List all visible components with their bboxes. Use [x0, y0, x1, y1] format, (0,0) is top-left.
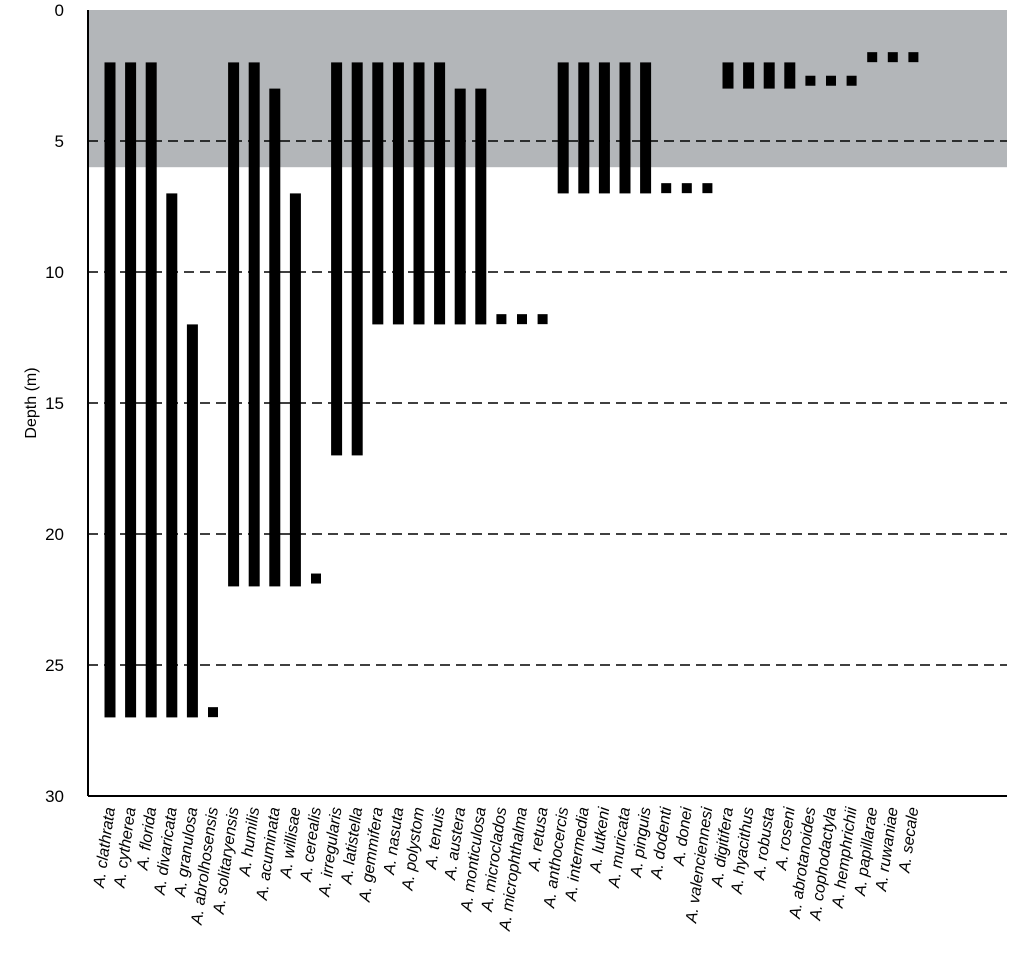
bar-a-latistella [351, 62, 363, 456]
bar-a-hyacithus [743, 62, 755, 89]
bar-a-muricata [619, 62, 631, 194]
point-a-ruwaniae [887, 52, 898, 63]
shaded-band-layer [88, 10, 1007, 168]
point-a-secale [908, 52, 919, 63]
axis-layer: 0 5 10 15 20 25 30 [45, 1, 1007, 806]
bar-a-solitaryensis [228, 62, 240, 587]
point-a-dodenti [661, 183, 672, 194]
point-a-abrolhosensis [208, 707, 218, 718]
point-a-valenciennesi [702, 183, 713, 194]
bar-a-intermedia [578, 62, 590, 194]
bar-a-irregularis [331, 62, 343, 456]
y-tick-label-5: 5 [55, 132, 64, 151]
bar-a-gemmifera [372, 62, 384, 325]
point-a-cophodactyla [826, 75, 836, 86]
point-a-donei [681, 183, 692, 194]
y-tick-label-30: 30 [45, 787, 64, 806]
y-tick-label-0: 0 [55, 1, 64, 20]
bar-a-florida [145, 62, 157, 718]
bar-a-acuminata [269, 88, 281, 587]
point-a-abrotanoides [805, 75, 816, 86]
bar-a-divaricata [166, 193, 178, 718]
bar-a-humilis [248, 62, 260, 587]
y-axis-title: Depth (m) [23, 367, 40, 438]
bar-a-robusta [763, 62, 775, 89]
bar-a-digitifera [722, 62, 734, 89]
bar-a-roseni [784, 62, 796, 89]
bar-a-polystom [413, 62, 425, 325]
species-bar-layer [104, 52, 919, 718]
bar-a-cytherea [125, 62, 137, 718]
bar-a-granulosa [186, 324, 198, 718]
point-a-cerealis [311, 573, 321, 584]
shaded-depth-band [88, 10, 1007, 168]
bar-a-nasuta [392, 62, 404, 325]
point-a-microclados [496, 314, 507, 325]
bar-a-pinguis [640, 62, 652, 194]
bar-a-clathrata [104, 62, 116, 718]
y-tick-label-10: 10 [45, 263, 64, 282]
bar-a-lutkeni [598, 62, 610, 194]
bar-a-monticulosa [475, 88, 487, 325]
point-a-hemphrichii [846, 75, 857, 86]
gridline-layer [88, 140, 1007, 666]
y-tick-label-20: 20 [45, 525, 64, 544]
point-a-retusa [537, 314, 548, 325]
bar-a-willisae [289, 193, 301, 587]
point-a-papillarae [867, 52, 878, 63]
y-tick-label-25: 25 [45, 656, 64, 675]
point-a-microphthalma [517, 314, 527, 325]
bar-a-tenuis [434, 62, 446, 325]
bar-a-austera [454, 88, 466, 325]
y-tick-label-15: 15 [45, 394, 64, 413]
bar-a-anthocercis [557, 62, 569, 194]
